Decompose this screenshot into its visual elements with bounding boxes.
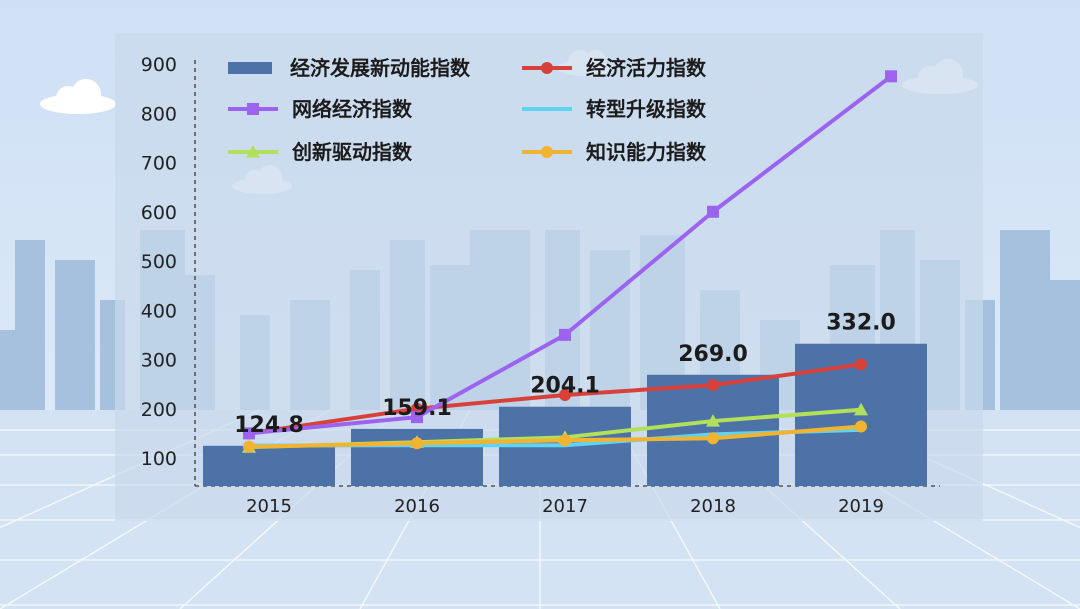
legend-label: 创新驱动指数 <box>291 140 413 164</box>
line-series <box>243 70 897 440</box>
y-tick-label: 200 <box>141 399 177 421</box>
x-tick-label: 2015 <box>246 496 292 517</box>
line-marker <box>707 379 719 392</box>
legend-item: 转型升级指数 <box>522 97 707 121</box>
y-tick-label: 500 <box>141 251 177 273</box>
y-tick-label: 800 <box>141 103 177 125</box>
legend-item: 经济发展新动能指数 <box>228 56 471 80</box>
y-tick-label: 400 <box>141 300 177 322</box>
x-tick-label: 2017 <box>542 496 588 517</box>
legend-item: 知识能力指数 <box>522 140 707 164</box>
line-marker <box>707 205 719 218</box>
data-labels: 124.8 159.1 204.1 269.0 332.0 <box>234 311 896 438</box>
line-marker <box>559 328 571 341</box>
axes: 100 200 300 400 500 600 700 800 900 2015 2016 2017 2… <box>141 54 940 517</box>
line-series-group <box>242 70 897 453</box>
legend-item: 网络经济指数 <box>228 97 413 121</box>
line-marker <box>246 145 260 158</box>
line-marker <box>706 414 720 427</box>
x-tick-label: 2019 <box>838 496 884 517</box>
bar-data-label: 332.0 <box>826 311 896 336</box>
y-tick-label: 300 <box>141 350 177 372</box>
y-tick-label: 700 <box>141 153 177 175</box>
line-marker <box>541 146 553 158</box>
legend-item: 创新驱动指数 <box>228 140 413 164</box>
y-tick-label: 600 <box>141 202 177 224</box>
legend-swatch <box>228 62 272 74</box>
y-tick-label: 900 <box>141 54 177 76</box>
line-marker <box>885 70 897 83</box>
bar-data-label: 204.1 <box>530 374 600 399</box>
line-marker <box>559 388 571 401</box>
line-marker <box>411 437 423 450</box>
bar-data-label: 269.0 <box>678 342 748 367</box>
y-tick-label: 100 <box>141 448 177 470</box>
x-tick-label: 2016 <box>394 496 440 517</box>
line-marker <box>243 440 255 453</box>
line-marker <box>559 434 571 447</box>
bar <box>647 374 779 486</box>
line-marker <box>855 420 867 433</box>
line-marker <box>855 358 867 371</box>
line-marker <box>247 103 259 115</box>
line-series <box>243 420 867 453</box>
line-marker <box>411 411 423 424</box>
legend-label: 网络经济指数 <box>292 97 413 121</box>
bar-data-label: 159.1 <box>382 396 452 421</box>
legend-label: 转型升级指数 <box>586 97 707 121</box>
bar <box>203 445 335 486</box>
line-marker <box>854 402 868 416</box>
bar-data-label: 124.8 <box>234 413 304 438</box>
legend-label: 经济活力指数 <box>586 56 707 80</box>
line-marker <box>541 62 553 74</box>
legend-label: 经济发展新动能指数 <box>290 56 471 80</box>
x-tick-label: 2018 <box>690 496 736 517</box>
legend-label: 知识能力指数 <box>586 140 707 164</box>
legend-item: 经济活力指数 <box>522 56 707 80</box>
line-marker <box>707 432 719 445</box>
line-marker <box>243 427 255 440</box>
